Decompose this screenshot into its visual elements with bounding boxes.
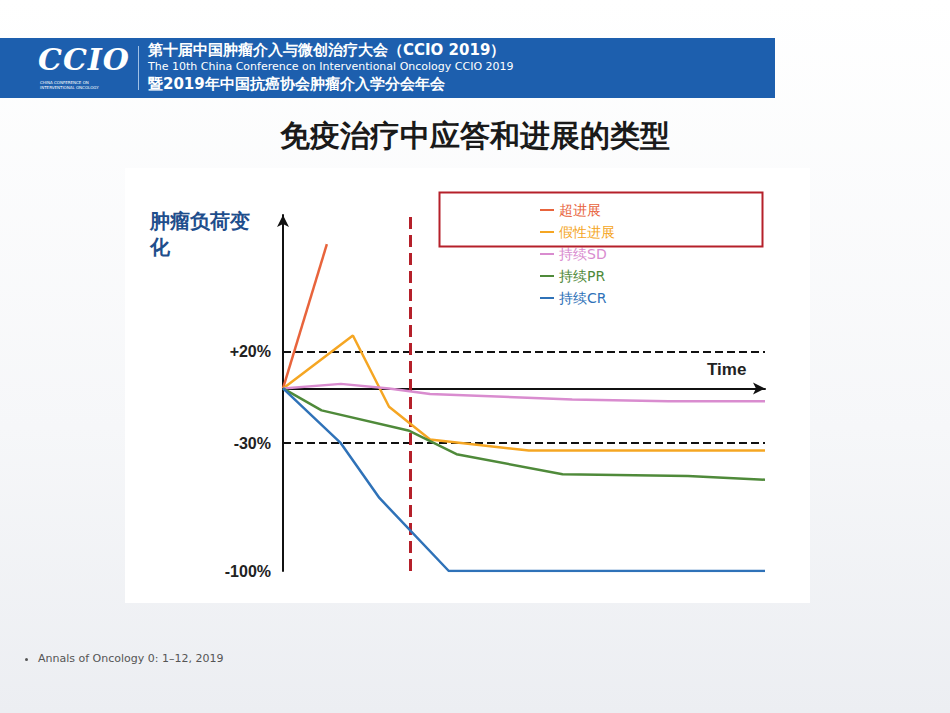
html-text:CCIO: CCIO — [38, 42, 130, 77]
svg-text:假性进展: 假性进展 — [559, 224, 615, 240]
html-text:免疫治疗中应答和进展的类型: 免疫治疗中应答和进展的类型 — [280, 118, 670, 153]
svg-text:+20%: +20% — [230, 343, 271, 360]
html-text:Annals of Oncology 0: 1–12, 20: Annals of Oncology 0: 1–12, 2019 — [38, 652, 224, 665]
svg-text:持续SD: 持续SD — [559, 246, 607, 262]
svg-text:持续CR: 持续CR — [559, 290, 607, 306]
svg-text:-100%: -100% — [225, 563, 271, 580]
html-text:暨2019年中国抗癌协会肿瘤介入学分会年会: 暨2019年中国抗癌协会肿瘤介入学分会年会 — [148, 75, 445, 93]
svg-text:Time: Time — [707, 360, 746, 379]
html-text:The 10th China Conference on I: The 10th China Conference on Interventio… — [148, 60, 514, 73]
svg-text:超进展: 超进展 — [559, 202, 601, 218]
svg-text:化: 化 — [149, 235, 171, 259]
svg-text:-30%: -30% — [234, 435, 271, 452]
html-text:第十届中国肿瘤介入与微创治疗大会（CCIO 2019）: 第十届中国肿瘤介入与微创治疗大会（CCIO 2019） — [148, 41, 506, 59]
html-text:CHINA CONFERENCE ON INTERVENTI: CHINA CONFERENCE ON INTERVENTIONAL ONCOL… — [40, 80, 99, 90]
svg-text:肿瘤负荷变: 肿瘤负荷变 — [149, 209, 250, 233]
svg-text:持续PR: 持续PR — [559, 268, 605, 284]
